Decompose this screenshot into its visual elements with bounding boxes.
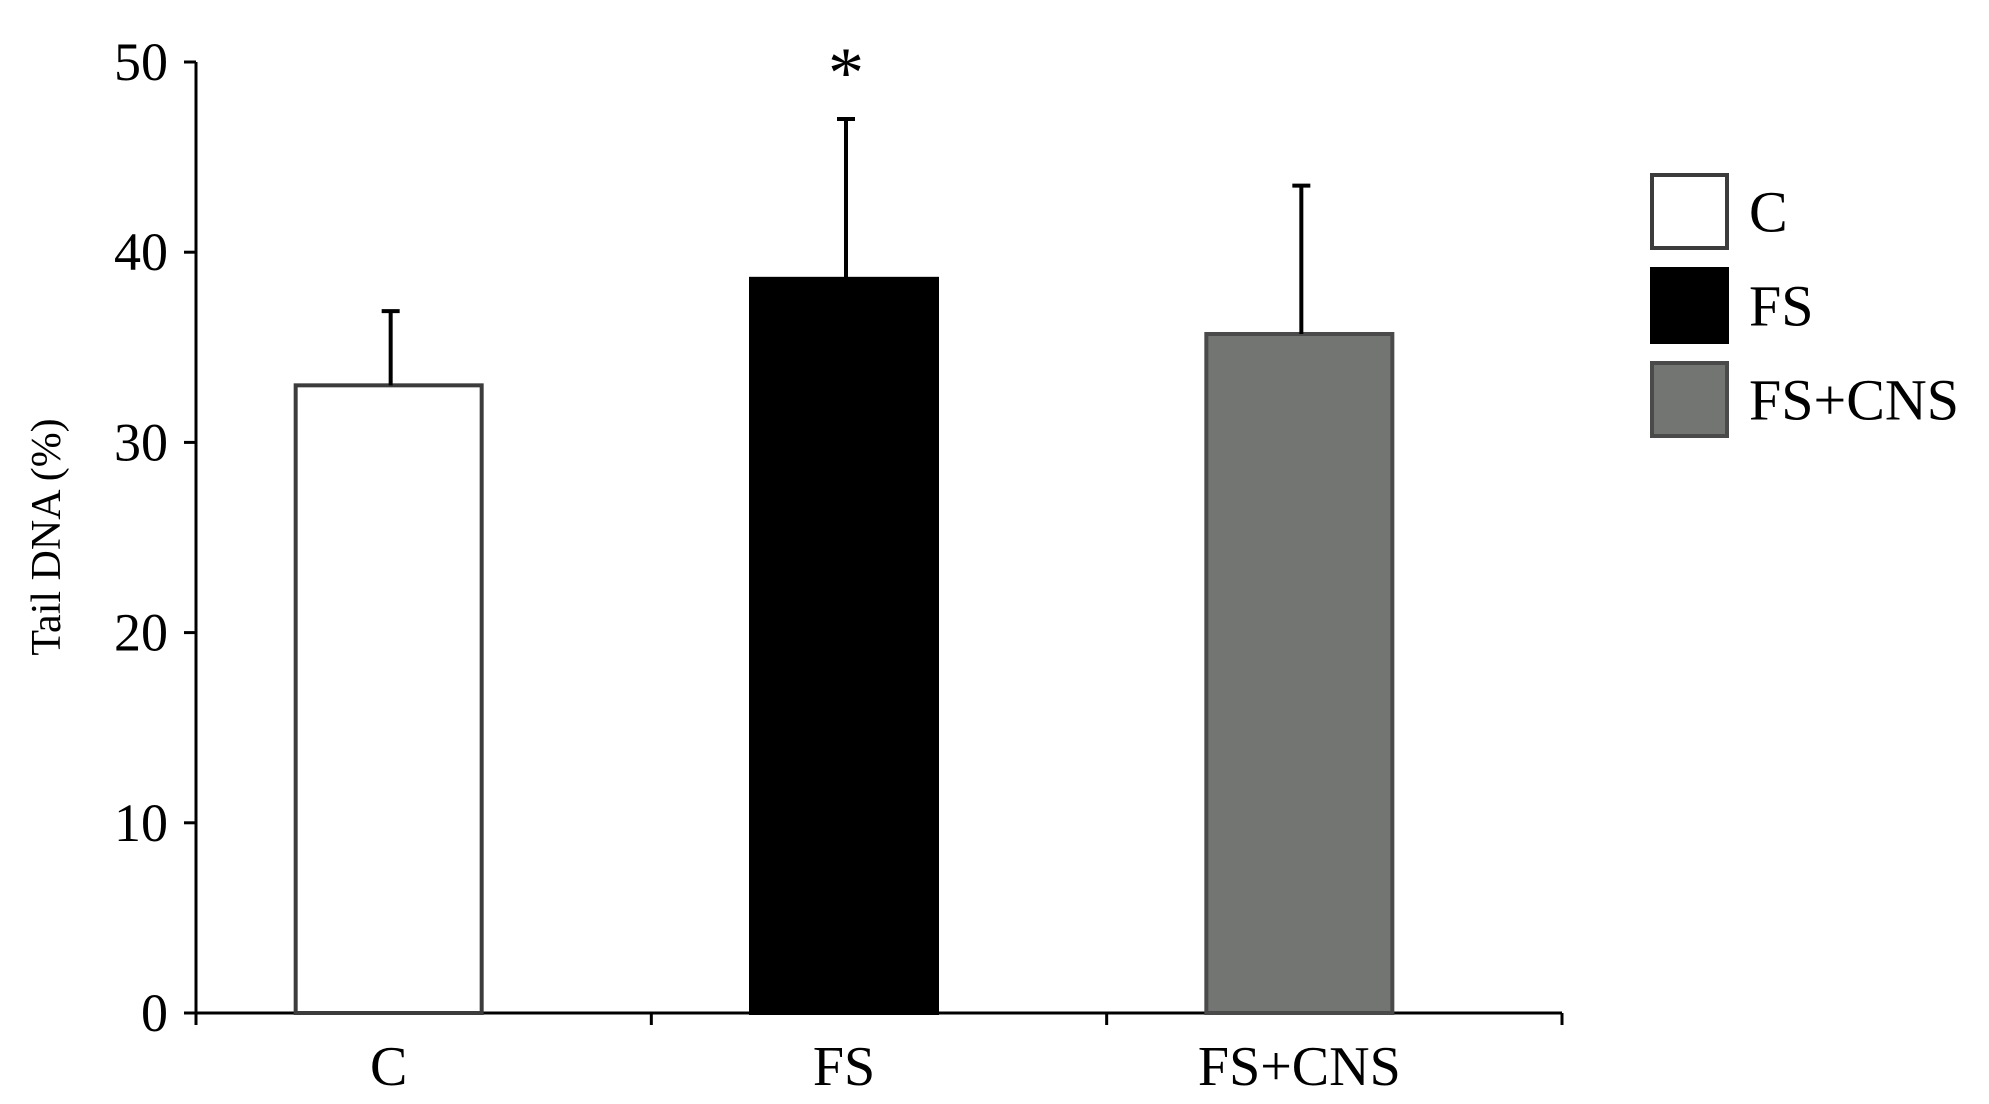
x-tick-label: FS+CNS (1198, 1036, 1401, 1098)
legend-item: FS (1650, 267, 1814, 344)
x-tick-label: FS (813, 1036, 875, 1098)
significance-marker: * (828, 33, 864, 113)
legend-swatch (1650, 361, 1729, 438)
x-ticks: C FS FS+CNS (194, 1013, 1564, 1098)
error-bar (381, 309, 400, 386)
legend-label: FS+CNS (1749, 368, 1959, 433)
x-tick-label: C (370, 1036, 407, 1098)
annotations: * (828, 33, 864, 113)
legend-label: C (1749, 180, 1788, 245)
bar-c (293, 383, 484, 1015)
legend-swatch (1650, 173, 1729, 250)
y-tick-label: 0 (141, 983, 168, 1043)
y-tick-label: 10 (114, 793, 168, 853)
legend-label: FS (1749, 274, 1814, 339)
error-bars (381, 117, 1311, 386)
y-axis-title: Tail DNA (%) (24, 418, 70, 655)
y-ticks: 0 10 20 30 40 50 (114, 32, 196, 1043)
legend-item: FS+CNS (1650, 361, 1959, 438)
y-tick-label: 40 (114, 222, 168, 282)
error-bar (1292, 183, 1311, 334)
legend-swatch (1650, 267, 1729, 344)
y-tick-label: 50 (114, 32, 168, 92)
legend: C FS FS+CNS (1650, 173, 1959, 438)
y-tick-label: 20 (114, 603, 168, 663)
y-tick-label: 30 (114, 412, 168, 472)
bar-fs-cns (1204, 331, 1395, 1015)
legend-item: C (1650, 173, 1788, 250)
bar-fs (749, 276, 939, 1015)
error-bar (837, 117, 855, 279)
bars (293, 276, 1395, 1015)
